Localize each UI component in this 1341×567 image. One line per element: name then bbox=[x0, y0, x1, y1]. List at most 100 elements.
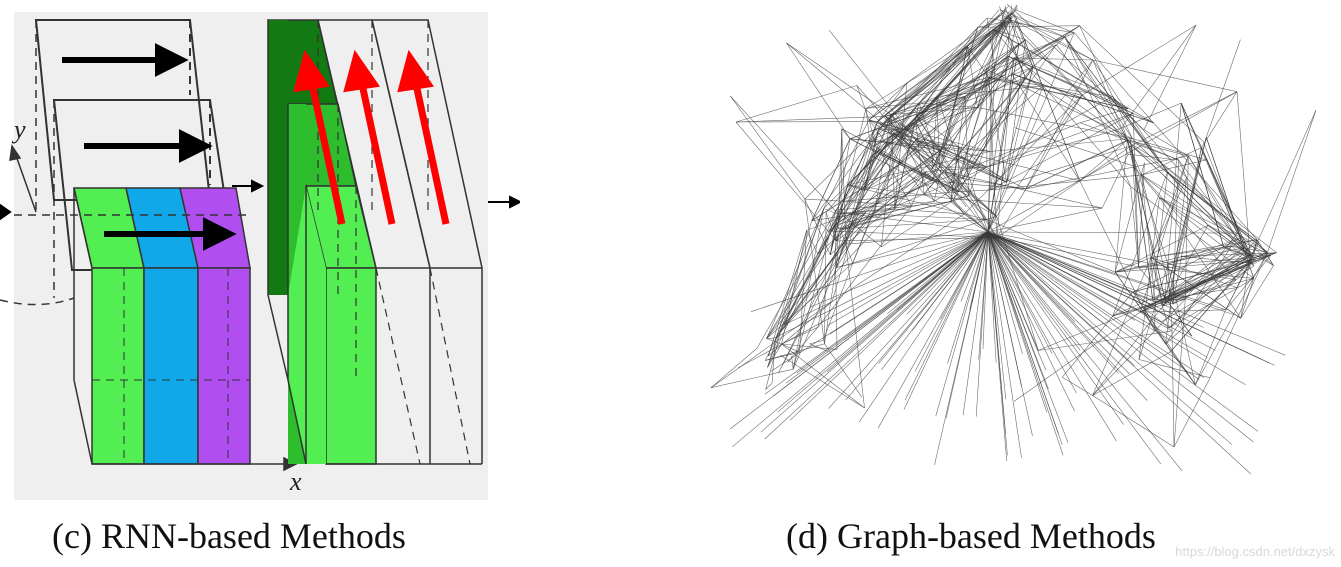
graph-edge bbox=[885, 116, 949, 192]
graph-edge bbox=[1267, 110, 1317, 253]
graph-edge bbox=[877, 21, 1009, 122]
graph-edge bbox=[881, 200, 954, 248]
graph-edge bbox=[987, 231, 1162, 465]
graph-edge bbox=[868, 12, 1013, 121]
graph-edge bbox=[1128, 153, 1179, 161]
graph-edge bbox=[918, 102, 978, 108]
graph-edge bbox=[1138, 263, 1169, 360]
graph-edge bbox=[1140, 309, 1226, 313]
graph-edge bbox=[1249, 110, 1317, 260]
graph-edge bbox=[1114, 139, 1128, 273]
graph-edge bbox=[1240, 265, 1274, 319]
graph-edge bbox=[982, 231, 989, 349]
graph-edge bbox=[990, 113, 1134, 191]
graph-edge bbox=[768, 301, 833, 357]
graph-edge bbox=[1112, 252, 1254, 317]
graph-edge bbox=[1170, 258, 1252, 352]
graph-edge bbox=[780, 354, 865, 409]
graph-edge bbox=[767, 232, 831, 368]
graph-edge bbox=[987, 231, 1238, 234]
graph-edge bbox=[824, 212, 827, 344]
graph-edge bbox=[874, 171, 946, 213]
graph-edge bbox=[907, 21, 1005, 132]
graph-edge bbox=[958, 189, 991, 192]
graph-edge bbox=[1025, 155, 1189, 190]
graph-edge bbox=[987, 231, 1205, 378]
graph-edge bbox=[1161, 265, 1255, 323]
graph-edge bbox=[987, 67, 1034, 233]
graph-edge bbox=[1038, 299, 1161, 351]
graph-edge bbox=[781, 343, 800, 353]
graph-edge bbox=[1141, 174, 1156, 303]
graph-edge bbox=[916, 115, 1007, 183]
graph-edge bbox=[1038, 330, 1173, 351]
graph-edge bbox=[1073, 32, 1154, 123]
graph-edge bbox=[1115, 260, 1250, 273]
graph-edge bbox=[914, 231, 989, 372]
graph-edge bbox=[858, 231, 989, 423]
vertical-arrows bbox=[293, 49, 450, 225]
graph-edge bbox=[773, 230, 807, 339]
graph-edge bbox=[773, 231, 989, 339]
graph-edge bbox=[1178, 159, 1252, 257]
graph-edge bbox=[1236, 91, 1251, 256]
graph-edge bbox=[987, 231, 1033, 436]
graph-edge bbox=[1168, 257, 1247, 329]
graph-edge bbox=[947, 231, 989, 364]
graph-edge bbox=[1172, 159, 1179, 305]
graph-edge bbox=[1141, 174, 1237, 281]
graph-edge bbox=[990, 138, 1133, 152]
graph-edge bbox=[994, 20, 1006, 67]
graph-edge bbox=[792, 208, 824, 370]
graph-edge bbox=[1092, 298, 1186, 396]
graph-edge bbox=[975, 231, 989, 417]
graph-edge bbox=[765, 382, 773, 390]
graph-edge bbox=[915, 121, 925, 195]
graph-edge bbox=[834, 171, 927, 226]
graph-edge bbox=[828, 133, 894, 232]
graph-edge bbox=[766, 338, 782, 345]
graph-edge bbox=[780, 208, 895, 332]
graph-edge bbox=[1153, 122, 1258, 240]
graph-edge bbox=[1164, 263, 1169, 300]
graph-edge bbox=[923, 66, 1034, 195]
graph-edge bbox=[987, 231, 1130, 375]
graph-edge bbox=[1112, 96, 1187, 178]
graph-edge bbox=[996, 145, 1132, 238]
graph-edge bbox=[828, 230, 997, 238]
graph-edge bbox=[780, 212, 866, 332]
graph-edge bbox=[786, 42, 892, 115]
graph-edge bbox=[737, 231, 989, 369]
graph-edge bbox=[987, 231, 1081, 351]
graph-edge bbox=[760, 231, 989, 433]
graph-edge bbox=[878, 9, 1007, 130]
graph-edge bbox=[839, 228, 853, 264]
graph-edge bbox=[777, 231, 989, 413]
graph-edge bbox=[766, 244, 847, 339]
graph-edge bbox=[730, 95, 839, 215]
graph-edge bbox=[934, 231, 989, 465]
graph-edge bbox=[1004, 7, 1034, 68]
graph-edge bbox=[1132, 165, 1160, 198]
graph-edge bbox=[987, 231, 1048, 413]
flow-arrows bbox=[0, 179, 523, 221]
graph-edge bbox=[1122, 24, 1197, 127]
graph-edge bbox=[1138, 266, 1254, 279]
graph-edge bbox=[829, 184, 848, 255]
graph-edge bbox=[836, 149, 877, 268]
graph-edge bbox=[1025, 59, 1094, 190]
watermark: https://blog.csdn.net/dxzysk bbox=[1175, 544, 1335, 559]
graph-edge bbox=[1011, 73, 1154, 124]
graph-edge bbox=[987, 207, 1103, 233]
graph-edge bbox=[898, 78, 990, 165]
graph-edge bbox=[766, 262, 853, 339]
graph-edge bbox=[987, 231, 1200, 380]
graph-edge bbox=[987, 231, 1208, 358]
graph-edge bbox=[847, 184, 865, 191]
graph-edge bbox=[941, 122, 1081, 180]
graph-edge bbox=[952, 200, 989, 233]
graph-edge bbox=[1167, 301, 1193, 337]
graph-edge bbox=[845, 231, 989, 245]
graph-edge bbox=[786, 42, 851, 139]
graph-edge bbox=[856, 85, 870, 120]
